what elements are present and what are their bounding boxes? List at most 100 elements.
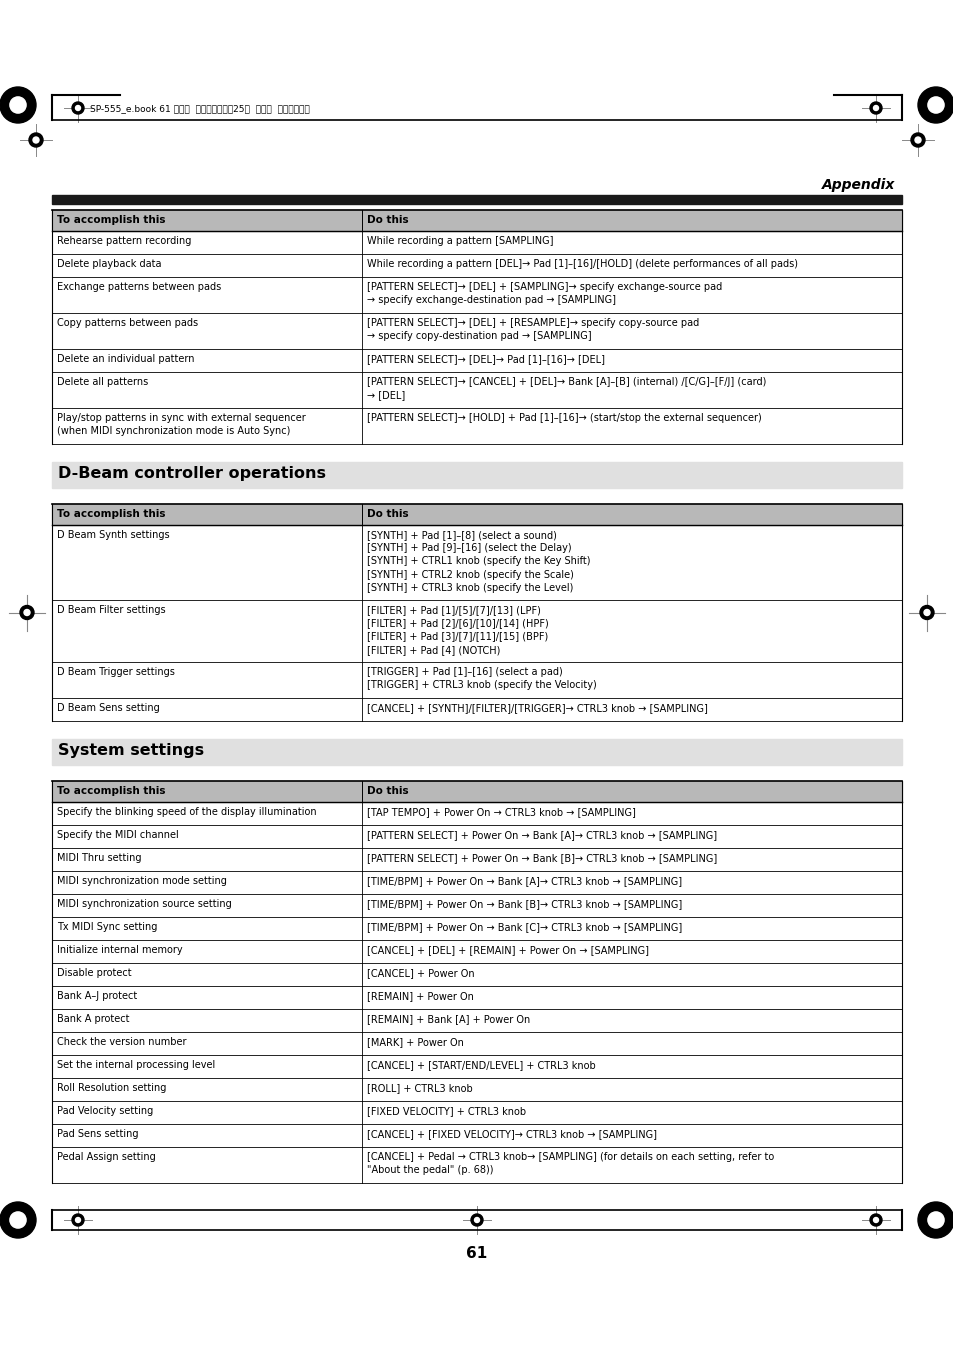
Text: [CANCEL] + [SYNTH]/[FILTER]/[TRIGGER]→ CTRL3 knob → [SAMPLING]: [CANCEL] + [SYNTH]/[FILTER]/[TRIGGER]→ C… — [367, 703, 707, 713]
Text: Exchange patterns between pads: Exchange patterns between pads — [57, 282, 221, 292]
Text: MIDI Thru setting: MIDI Thru setting — [57, 852, 141, 863]
Text: To accomplish this: To accomplish this — [57, 509, 165, 519]
Text: [REMAIN] + Power On: [REMAIN] + Power On — [367, 992, 474, 1001]
Text: [PATTERN SELECT]→ [CANCEL] + [DEL]→ Bank [A]–[B] (internal) /[C/G]–[F/J] (card)
: [PATTERN SELECT]→ [CANCEL] + [DEL]→ Bank… — [367, 377, 765, 400]
Text: Initialize internal memory: Initialize internal memory — [57, 944, 182, 955]
Bar — [52, 825, 901, 848]
Text: D Beam Sens setting: D Beam Sens setting — [57, 703, 159, 713]
Circle shape — [75, 105, 80, 111]
Text: [MARK] + Power On: [MARK] + Power On — [367, 1038, 463, 1047]
Text: [PATTERN SELECT]→ [DEL] + [RESAMPLE]→ specify copy-source pad
→ specify copy-des: [PATTERN SELECT]→ [DEL] + [RESAMPLE]→ sp… — [367, 317, 699, 342]
Bar — [52, 231, 901, 254]
Text: Delete an individual pattern: Delete an individual pattern — [57, 354, 194, 363]
Text: [CANCEL] + Pedal → CTRL3 knob→ [SAMPLING] (for details on each setting, refer to: [CANCEL] + Pedal → CTRL3 knob→ [SAMPLING… — [367, 1152, 774, 1175]
Bar — [52, 940, 901, 963]
Bar — [52, 848, 901, 871]
Text: While recording a pattern [DEL]→ Pad [1]–[16]/[HOLD] (delete performances of all: While recording a pattern [DEL]→ Pad [1]… — [367, 259, 797, 269]
Text: SP-555_e.book 61 ページ  ２００７年６月25日  月曜日  午前９時９分: SP-555_e.book 61 ページ ２００７年６月25日 月曜日 午前９時… — [90, 104, 310, 113]
Bar — [52, 871, 901, 894]
Text: System settings: System settings — [58, 743, 204, 758]
Text: Specify the MIDI channel: Specify the MIDI channel — [57, 830, 178, 840]
Circle shape — [914, 136, 920, 143]
Text: [CANCEL] + [FIXED VELOCITY]→ CTRL3 knob → [SAMPLING]: [CANCEL] + [FIXED VELOCITY]→ CTRL3 knob … — [367, 1129, 657, 1139]
Text: [PATTERN SELECT] + Power On → Bank [A]→ CTRL3 knob → [SAMPLING]: [PATTERN SELECT] + Power On → Bank [A]→ … — [367, 830, 717, 840]
Text: Copy patterns between pads: Copy patterns between pads — [57, 317, 198, 328]
Circle shape — [910, 132, 924, 147]
Circle shape — [917, 1202, 953, 1238]
Bar — [52, 277, 901, 313]
Text: Specify the blinking speed of the display illumination: Specify the blinking speed of the displa… — [57, 807, 316, 817]
Text: D Beam Filter settings: D Beam Filter settings — [57, 605, 166, 615]
Circle shape — [10, 97, 26, 113]
Circle shape — [917, 86, 953, 123]
Text: [PATTERN SELECT]→ [DEL]→ Pad [1]–[16]→ [DEL]: [PATTERN SELECT]→ [DEL]→ Pad [1]–[16]→ [… — [367, 354, 604, 363]
Text: D Beam Trigger settings: D Beam Trigger settings — [57, 667, 174, 677]
Text: [TIME/BPM] + Power On → Bank [C]→ CTRL3 knob → [SAMPLING]: [TIME/BPM] + Power On → Bank [C]→ CTRL3 … — [367, 921, 681, 932]
Text: [ROLL] + CTRL3 knob: [ROLL] + CTRL3 knob — [367, 1084, 473, 1093]
Circle shape — [471, 1215, 482, 1225]
Text: [PATTERN SELECT]→ [DEL] + [SAMPLING]→ specify exchange-source pad
→ specify exch: [PATTERN SELECT]→ [DEL] + [SAMPLING]→ sp… — [367, 282, 721, 305]
Text: While recording a pattern [SAMPLING]: While recording a pattern [SAMPLING] — [367, 236, 553, 246]
Circle shape — [0, 86, 36, 123]
Text: [PATTERN SELECT] + Power On → Bank [B]→ CTRL3 knob → [SAMPLING]: [PATTERN SELECT] + Power On → Bank [B]→ … — [367, 852, 717, 863]
Text: To accomplish this: To accomplish this — [57, 215, 165, 226]
Text: Do this: Do this — [367, 786, 408, 796]
Bar — [52, 1055, 901, 1078]
Circle shape — [927, 1212, 943, 1228]
Text: [TIME/BPM] + Power On → Bank [B]→ CTRL3 knob → [SAMPLING]: [TIME/BPM] + Power On → Bank [B]→ CTRL3 … — [367, 898, 681, 909]
Text: Do this: Do this — [367, 215, 408, 226]
Text: Disable protect: Disable protect — [57, 969, 132, 978]
Bar — [52, 917, 901, 940]
Circle shape — [873, 105, 878, 111]
Text: Delete all patterns: Delete all patterns — [57, 377, 148, 386]
Bar — [52, 504, 901, 526]
Bar — [52, 1147, 901, 1183]
Text: Roll Resolution setting: Roll Resolution setting — [57, 1084, 166, 1093]
Bar — [52, 662, 901, 698]
Bar — [52, 195, 901, 204]
Circle shape — [869, 101, 882, 113]
Circle shape — [869, 1215, 882, 1225]
Text: [TAP TEMPO] + Power On → CTRL3 knob → [SAMPLING]: [TAP TEMPO] + Power On → CTRL3 knob → [S… — [367, 807, 636, 817]
Bar — [52, 1124, 901, 1147]
Bar — [52, 526, 901, 600]
Bar — [52, 1032, 901, 1055]
Text: MIDI synchronization source setting: MIDI synchronization source setting — [57, 898, 232, 909]
Text: [TRIGGER] + Pad [1]–[16] (select a pad)
[TRIGGER] + CTRL3 knob (specify the Velo: [TRIGGER] + Pad [1]–[16] (select a pad) … — [367, 667, 597, 690]
Circle shape — [919, 605, 933, 620]
Bar — [52, 1009, 901, 1032]
Bar — [52, 209, 901, 231]
Circle shape — [29, 132, 43, 147]
Bar — [52, 462, 901, 488]
Text: [CANCEL] + [START/END/LEVEL] + CTRL3 knob: [CANCEL] + [START/END/LEVEL] + CTRL3 kno… — [367, 1061, 595, 1070]
Text: Appendix: Appendix — [821, 178, 894, 192]
Text: To accomplish this: To accomplish this — [57, 786, 165, 796]
Text: [CANCEL] + Power On: [CANCEL] + Power On — [367, 969, 475, 978]
Bar — [52, 1101, 901, 1124]
Text: D-Beam controller operations: D-Beam controller operations — [58, 466, 326, 481]
Bar — [52, 739, 901, 765]
Text: [SYNTH] + Pad [1]–[8] (select a sound)
[SYNTH] + Pad [9]–[16] (select the Delay): [SYNTH] + Pad [1]–[8] (select a sound) [… — [367, 530, 590, 593]
Bar — [52, 1078, 901, 1101]
Circle shape — [923, 609, 929, 616]
Bar — [52, 254, 901, 277]
Text: Bank A protect: Bank A protect — [57, 1015, 130, 1024]
Bar — [52, 372, 901, 408]
Text: [TIME/BPM] + Power On → Bank [A]→ CTRL3 knob → [SAMPLING]: [TIME/BPM] + Power On → Bank [A]→ CTRL3 … — [367, 875, 681, 886]
Circle shape — [33, 136, 39, 143]
Text: Play/stop patterns in sync with external sequencer
(when MIDI synchronization mo: Play/stop patterns in sync with external… — [57, 413, 305, 436]
Circle shape — [20, 605, 34, 620]
Circle shape — [474, 1217, 479, 1223]
Text: [PATTERN SELECT]→ [HOLD] + Pad [1]–[16]→ (start/stop the external sequencer): [PATTERN SELECT]→ [HOLD] + Pad [1]–[16]→… — [367, 413, 760, 423]
Text: Pad Velocity setting: Pad Velocity setting — [57, 1106, 153, 1116]
Circle shape — [71, 1215, 84, 1225]
Text: [REMAIN] + Bank [A] + Power On: [REMAIN] + Bank [A] + Power On — [367, 1015, 530, 1024]
Bar — [52, 802, 901, 825]
Circle shape — [0, 1202, 36, 1238]
Text: [FILTER] + Pad [1]/[5]/[7]/[13] (LPF)
[FILTER] + Pad [2]/[6]/[10]/[14] (HPF)
[FI: [FILTER] + Pad [1]/[5]/[7]/[13] (LPF) [F… — [367, 605, 548, 655]
Circle shape — [873, 1217, 878, 1223]
Text: Rehearse pattern recording: Rehearse pattern recording — [57, 236, 192, 246]
Circle shape — [927, 97, 943, 113]
Bar — [52, 408, 901, 444]
Text: [FIXED VELOCITY] + CTRL3 knob: [FIXED VELOCITY] + CTRL3 knob — [367, 1106, 525, 1116]
